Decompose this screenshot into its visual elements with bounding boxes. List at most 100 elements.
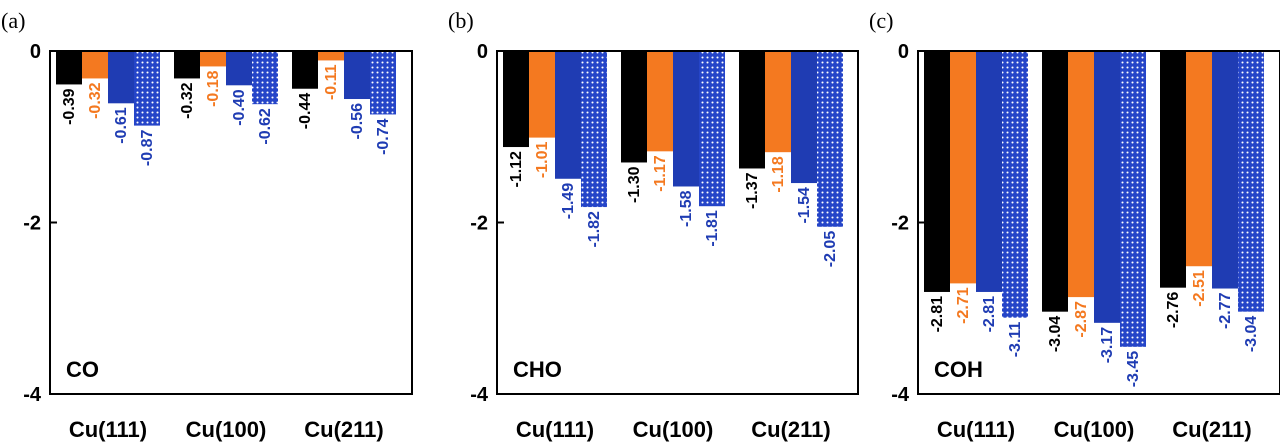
chart-panel-1: -0.39 -0.32 -0.44 -0.32 -0.18 -0.11 -0.61 -0.40… — [1, 8, 413, 442]
bar-value-label: -1.17 — [652, 155, 669, 192]
bar-value-label: -1.37 — [744, 172, 761, 209]
bar-value-label: -1.01 — [534, 142, 551, 179]
bar-value-label: -3.04 — [1243, 316, 1260, 353]
category-label: Cu(100) — [1054, 417, 1135, 442]
bar-value-label: -0.74 — [375, 118, 392, 155]
bar — [318, 51, 344, 61]
bar-value-label: -0.44 — [297, 93, 314, 130]
bar — [134, 51, 160, 126]
bar-value-label: -0.18 — [205, 70, 222, 107]
bar — [108, 51, 134, 104]
inset-label: COH — [934, 357, 983, 382]
bar-value-label: -2.05 — [822, 231, 839, 268]
bar-value-label: -1.18 — [770, 156, 787, 193]
bar-value-label: -1.58 — [678, 190, 695, 227]
bar-value-label: -0.32 — [179, 82, 196, 119]
bar — [1186, 51, 1212, 267]
bar — [200, 51, 226, 67]
bar — [924, 51, 950, 292]
bar — [1094, 51, 1120, 323]
bar-value-label: -0.40 — [231, 89, 248, 126]
bar — [976, 51, 1002, 292]
bar — [174, 51, 200, 79]
bar-value-label: -3.45 — [1125, 351, 1142, 388]
category-label: Cu(100) — [633, 417, 714, 442]
bar-value-label: -3.04 — [1047, 316, 1064, 353]
bar — [1160, 51, 1186, 288]
category-label: Cu(211) — [304, 417, 383, 442]
y-tick-label: -2 — [470, 213, 488, 235]
y-tick-label: -4 — [470, 384, 489, 406]
bar — [673, 51, 699, 187]
bar-value-label: -2.81 — [929, 296, 946, 333]
category-label: Cu(111) — [937, 417, 1015, 442]
bar-value-label: -1.82 — [586, 211, 603, 248]
bar-value-label: -1.49 — [560, 183, 577, 220]
inset-label: CHO — [513, 357, 562, 382]
bar-value-label: -3.17 — [1099, 327, 1116, 364]
bar — [56, 51, 82, 85]
bar — [370, 51, 396, 115]
bar — [817, 51, 843, 227]
bar-value-label: -0.32 — [87, 82, 104, 119]
bar-value-label: -1.30 — [626, 166, 643, 203]
bar-value-label: -0.61 — [113, 107, 130, 144]
bar — [529, 51, 555, 138]
inset-label-background — [62, 352, 126, 384]
inset-label: CO — [66, 357, 99, 382]
bar — [82, 51, 108, 79]
panel-label: (b) — [448, 8, 474, 33]
bar — [647, 51, 673, 152]
bar — [739, 51, 765, 169]
bar — [1042, 51, 1068, 312]
bar-value-label: -0.39 — [61, 88, 78, 125]
bar — [791, 51, 817, 184]
category-label: Cu(111) — [69, 417, 147, 442]
panel-label: (a) — [1, 8, 25, 33]
chart-panel-2: -1.12 -1.30 -1.37 -1.01 -1.17 -1.18 -1.49 -1.58… — [448, 8, 859, 442]
y-tick-label: -2 — [891, 213, 909, 235]
bar-value-label: -2.51 — [1191, 270, 1208, 307]
bar — [1068, 51, 1094, 298]
bar — [1002, 51, 1028, 318]
bar — [1212, 51, 1238, 289]
y-tick-label: -2 — [23, 213, 41, 235]
y-tick-label: 0 — [477, 41, 488, 63]
category-label: Cu(211) — [1172, 417, 1251, 442]
bar — [1120, 51, 1146, 347]
chart-panel-3: -2.81 -3.04 -2.76 -2.71 -2.87 -2.51 -2.81 -3.17… — [869, 8, 1280, 442]
y-tick-label: 0 — [30, 41, 41, 63]
bar — [292, 51, 318, 89]
y-tick-label: -4 — [23, 384, 42, 406]
bar-value-label: -1.81 — [704, 210, 721, 247]
category-label: Cu(111) — [516, 417, 594, 442]
bar-value-label: -0.56 — [349, 103, 366, 140]
bar — [226, 51, 252, 86]
bar-value-label: -2.87 — [1073, 301, 1090, 338]
category-label: Cu(211) — [751, 417, 830, 442]
bar — [252, 51, 278, 105]
category-label: Cu(100) — [186, 417, 267, 442]
bar-value-label: -2.77 — [1217, 292, 1234, 329]
bar-value-label: -0.11 — [323, 64, 340, 100]
bar — [581, 51, 607, 208]
bar — [555, 51, 581, 179]
bar-value-label: -2.71 — [955, 287, 972, 324]
bar-value-label: -0.62 — [257, 108, 274, 145]
bar — [1238, 51, 1264, 312]
bar — [765, 51, 791, 153]
bar-value-label: -3.11 — [1007, 322, 1024, 358]
bar — [621, 51, 647, 163]
inset-label-background — [509, 352, 573, 384]
bar-value-label: -2.81 — [981, 296, 998, 333]
y-tick-label: -4 — [891, 384, 910, 406]
bar-value-label: -1.12 — [508, 151, 525, 188]
bar — [950, 51, 976, 284]
inset-label-background — [930, 352, 994, 384]
y-tick-label: 0 — [898, 41, 909, 63]
bar-value-label: -1.54 — [796, 187, 813, 224]
panel-label: (c) — [869, 8, 893, 33]
bar — [344, 51, 370, 100]
bar — [503, 51, 529, 148]
